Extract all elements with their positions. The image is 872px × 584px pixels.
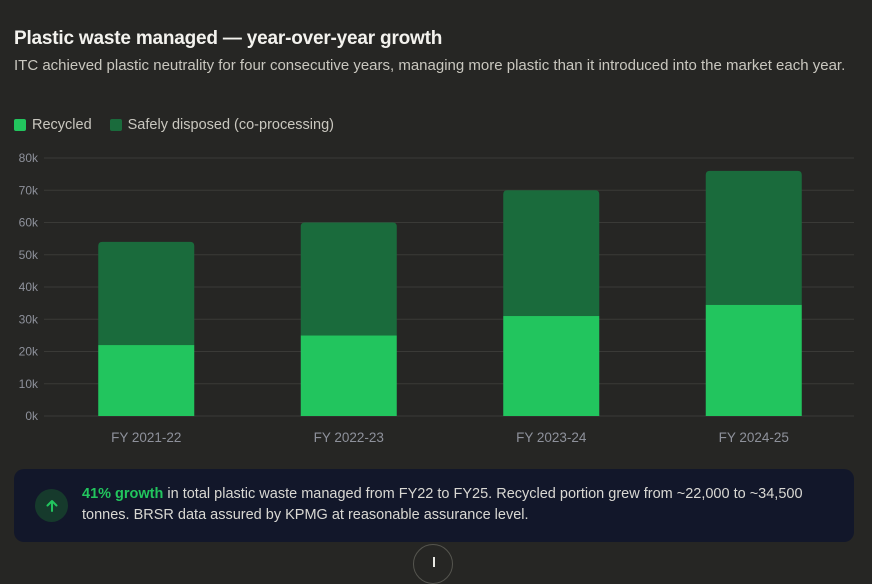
y-tick-label: 10k xyxy=(19,377,39,391)
bar-group[interactable] xyxy=(300,222,397,417)
bars xyxy=(98,170,802,417)
y-tick-label: 70k xyxy=(19,183,39,197)
y-axis-ticks: 0k 10k 20k 30k 40k 50k 60k 70k 80k xyxy=(19,151,39,423)
x-tick-label: FY 2023-24 xyxy=(516,430,587,445)
bar-segment-recycled[interactable] xyxy=(705,304,802,416)
x-axis-ticks: FY 2021-22 FY 2022-23 FY 2023-24 FY 2024-25 xyxy=(111,430,789,445)
legend-swatch-disposed xyxy=(109,119,122,131)
y-tick-label: 20k xyxy=(19,345,39,359)
chart-subtitle: ITC achieved plastic neutrality for four… xyxy=(14,57,846,74)
bar-segment-disposed[interactable] xyxy=(98,241,195,346)
callout-body: in total plastic waste managed from FY22… xyxy=(82,486,803,523)
x-tick-label: FY 2021-22 xyxy=(111,430,181,445)
y-tick-label: 30k xyxy=(19,312,39,326)
bar-segment-recycled[interactable] xyxy=(503,316,600,416)
bar-segment-disposed[interactable] xyxy=(503,190,600,317)
bar-segment-recycled[interactable] xyxy=(98,345,195,416)
legend-item-disposed[interactable]: Safely disposed (co-processing) xyxy=(109,117,334,133)
legend-label-disposed: Safely disposed (co-processing) xyxy=(127,117,334,133)
x-tick-label: FY 2024-25 xyxy=(719,430,789,445)
y-tick-label: 40k xyxy=(19,280,39,294)
bar-segment-recycled[interactable] xyxy=(300,335,397,416)
legend-label-recycled: Recycled xyxy=(32,117,92,133)
scroll-down-button[interactable] xyxy=(413,544,453,584)
bar-segment-disposed[interactable] xyxy=(300,222,397,336)
callout-highlight: 41% growth xyxy=(82,486,164,502)
growth-callout: 41% growth in total plastic waste manage… xyxy=(14,469,854,542)
callout-text: 41% growth in total plastic waste manage… xyxy=(82,484,842,526)
bar-group[interactable] xyxy=(98,241,195,416)
x-tick-label: FY 2022-23 xyxy=(314,430,384,445)
chart-legend: Recycled Safely disposed (co-processing) xyxy=(14,117,334,133)
bar-group[interactable] xyxy=(705,170,802,416)
chart-title: Plastic waste managed — year-over-year g… xyxy=(14,28,443,49)
y-tick-label: 80k xyxy=(19,151,39,165)
arrow-up-icon xyxy=(35,489,68,522)
y-tick-label: 60k xyxy=(19,216,39,230)
bar-segment-disposed[interactable] xyxy=(705,170,802,305)
arrow-down-icon xyxy=(433,557,435,567)
y-tick-label: 50k xyxy=(19,248,39,262)
y-tick-label: 0k xyxy=(25,409,39,423)
legend-swatch-recycled xyxy=(14,119,26,131)
legend-item-recycled[interactable]: Recycled xyxy=(14,117,92,133)
bar-group[interactable] xyxy=(503,190,600,416)
